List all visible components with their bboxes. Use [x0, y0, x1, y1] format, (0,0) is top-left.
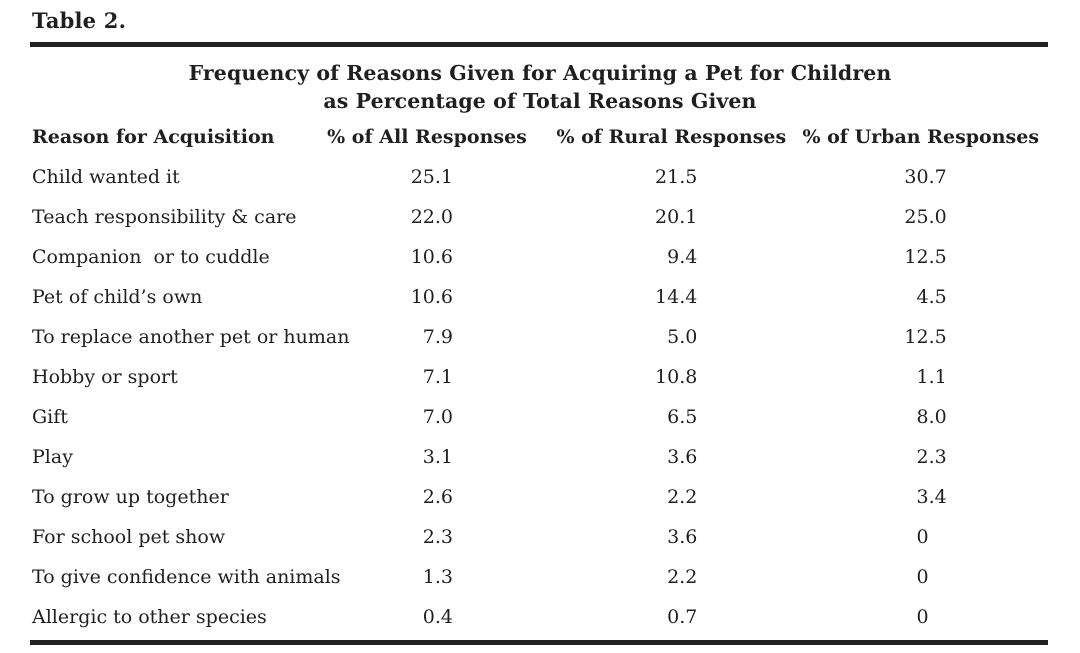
all-responses-cell: 7.9 [422, 326, 454, 348]
header-rural-responses: % of Rural Responses [556, 126, 787, 148]
table-row: Gift 7.0 6.5 8.0 [30, 397, 1048, 437]
table-title: Frequency of Reasons Given for Acquiring… [30, 59, 1050, 115]
table-row: To replace another pet or human 7.9 5.0 … [30, 317, 1048, 357]
rural-responses-cell: 3.6 [667, 526, 698, 548]
all-responses-cell: 7.1 [422, 366, 454, 388]
rural-responses-cell: 0.7 [667, 606, 698, 628]
reason-cell: Play [32, 446, 73, 468]
header-urban-responses: % of Urban Responses [802, 126, 1040, 148]
urban-responses-cell: 0.0 [916, 566, 929, 588]
rural-responses-cell: 3.6 [667, 446, 698, 468]
urban-responses-cell: 12.5 [904, 246, 947, 268]
urban-responses-cell: 4.5 [916, 286, 947, 308]
urban-responses-cell: 1.1 [916, 366, 947, 388]
all-responses-cell: 7.0 [422, 406, 454, 428]
table-row: Play 3.1 3.6 2.3 [30, 437, 1048, 477]
all-responses-cell: 22.0 [410, 206, 454, 228]
bottom-rule [30, 640, 1048, 645]
table-row: Hobby or sport 7.1 10.8 1.1 [30, 357, 1048, 397]
reason-cell: Companion or to cuddle [32, 246, 270, 268]
rural-responses-cell: 6.5 [667, 406, 698, 428]
all-responses-cell: 0.4 [422, 606, 454, 628]
rural-responses-cell: 2.2 [667, 486, 698, 508]
rural-responses-cell: 9.4 [667, 246, 698, 268]
all-responses-cell: 2.3 [422, 526, 454, 548]
all-responses-cell: 1.3 [422, 566, 454, 588]
table-row: Teach responsibility & care 22.0 20.1 25… [30, 197, 1048, 237]
rural-responses-cell: 20.1 [655, 206, 698, 228]
header-reason-for-acquisition: Reason for Acquisition [32, 126, 275, 148]
reason-cell: Gift [32, 406, 68, 428]
table-row: To give confidence with animals 1.3 2.2 … [30, 557, 1048, 597]
reason-cell: To grow up together [32, 486, 229, 508]
all-responses-cell: 25.1 [410, 166, 454, 188]
rural-responses-cell: 21.5 [655, 166, 698, 188]
all-responses-cell: 10.6 [410, 246, 454, 268]
urban-responses-cell: 0.0 [916, 606, 929, 628]
urban-responses-cell: 30.7 [904, 166, 947, 188]
table-title-line1: Frequency of Reasons Given for Acquiring… [188, 61, 892, 85]
urban-responses-cell: 0.0 [916, 526, 929, 548]
urban-responses-cell: 25.0 [904, 206, 947, 228]
table-body: Child wanted it 25.1 21.5 30.7 Teach res… [30, 157, 1048, 637]
reason-cell: Teach responsibility & care [32, 206, 297, 228]
header-row: Reason for Acquisition % of All Response… [30, 117, 1048, 157]
all-responses-cell: 2.6 [422, 486, 454, 508]
top-rule [30, 42, 1048, 47]
reason-cell: To give confidence with animals [32, 566, 341, 588]
reason-cell: Pet of child’s own [32, 286, 203, 308]
all-responses-cell: 3.1 [422, 446, 454, 468]
urban-responses-cell: 2.3 [916, 446, 947, 468]
reason-cell: Child wanted it [32, 166, 180, 188]
urban-responses-cell: 8.0 [916, 406, 947, 428]
urban-responses-cell: 12.5 [904, 326, 947, 348]
rural-responses-cell: 5.0 [667, 326, 698, 348]
data-table: Reason for Acquisition % of All Response… [30, 117, 1048, 637]
table-label: Table 2. [32, 8, 127, 33]
reason-cell: Allergic to other species [32, 606, 267, 628]
reason-cell: Hobby or sport [32, 366, 178, 388]
rural-responses-cell: 14.4 [655, 286, 698, 308]
table-row: Companion or to cuddle 10.6 9.4 12.5 [30, 237, 1048, 277]
table-row: For school pet show 2.3 3.6 0.0 [30, 517, 1048, 557]
rural-responses-cell: 2.2 [667, 566, 698, 588]
table-row: Child wanted it 25.1 21.5 30.7 [30, 157, 1048, 197]
reason-cell: For school pet show [32, 526, 226, 548]
rural-responses-cell: 10.8 [655, 366, 698, 388]
all-responses-cell: 10.6 [410, 286, 454, 308]
table-row: Allergic to other species 0.4 0.7 0.0 [30, 597, 1048, 637]
table-row: Pet of child’s own 10.6 14.4 4.5 [30, 277, 1048, 317]
urban-responses-cell: 3.4 [916, 486, 947, 508]
table-row: To grow up together 2.6 2.2 3.4 [30, 477, 1048, 517]
table-title-line2: as Percentage of Total Reasons Given [323, 89, 757, 113]
header-all-responses: % of All Responses [327, 126, 527, 148]
reason-cell: To replace another pet or human [32, 326, 350, 348]
